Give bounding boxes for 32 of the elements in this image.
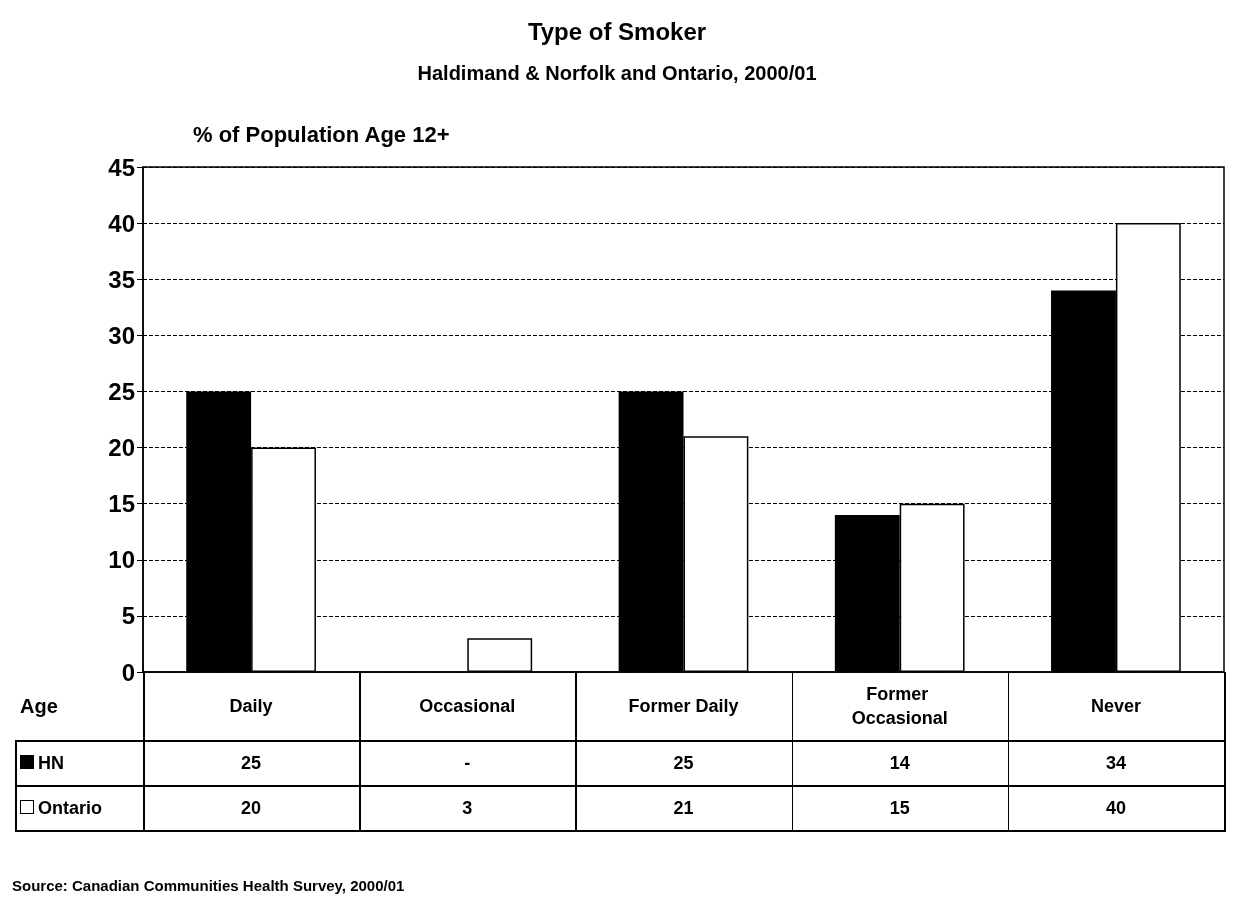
data-label: 3 [462, 797, 473, 818]
data-label: 14 [889, 752, 910, 773]
y-axis-title: % of Population Age 12+ [193, 121, 450, 147]
x-tick-label: Former Daily [628, 696, 739, 716]
legend-label: Ontario [38, 797, 103, 818]
y-tick-label: 45 [108, 153, 135, 181]
chart-subtitle: Haldimand & Norfolk and Ontario, 2000/01 [417, 62, 817, 84]
y-tick-label: 30 [108, 321, 135, 349]
source-note: Source: Canadian Communities Health Survey, 2000/01 [12, 876, 405, 894]
data-label: 34 [1105, 752, 1126, 773]
data-label: 21 [673, 797, 694, 818]
data-label: 25 [673, 752, 694, 773]
y-tick-label: 5 [121, 602, 135, 630]
text: - [464, 752, 471, 772]
y-tick-label: 10 [108, 546, 135, 574]
x-tick-label: Former Occasional [851, 684, 948, 728]
x-tick-label: Daily [229, 696, 273, 716]
data-label: 20 [241, 797, 262, 818]
y-tick-label: 0 [121, 658, 135, 686]
y-tick-label: 15 [108, 490, 135, 518]
x-tick-label: Occasional [419, 696, 516, 716]
y-tick-label: 25 [108, 377, 135, 405]
x-axis-title: Age [20, 694, 58, 718]
x-tick-label: Never [1090, 696, 1141, 716]
data-label: 40 [1105, 797, 1126, 818]
y-tick-label: 40 [108, 209, 135, 237]
data-label: 25 [241, 752, 262, 773]
legend-label: HN [38, 752, 64, 773]
y-tick-label: 35 [108, 265, 135, 293]
y-tick-label: 20 [108, 434, 135, 462]
chart-title: Type of Smoker [527, 17, 707, 45]
data-label: 15 [889, 797, 910, 818]
